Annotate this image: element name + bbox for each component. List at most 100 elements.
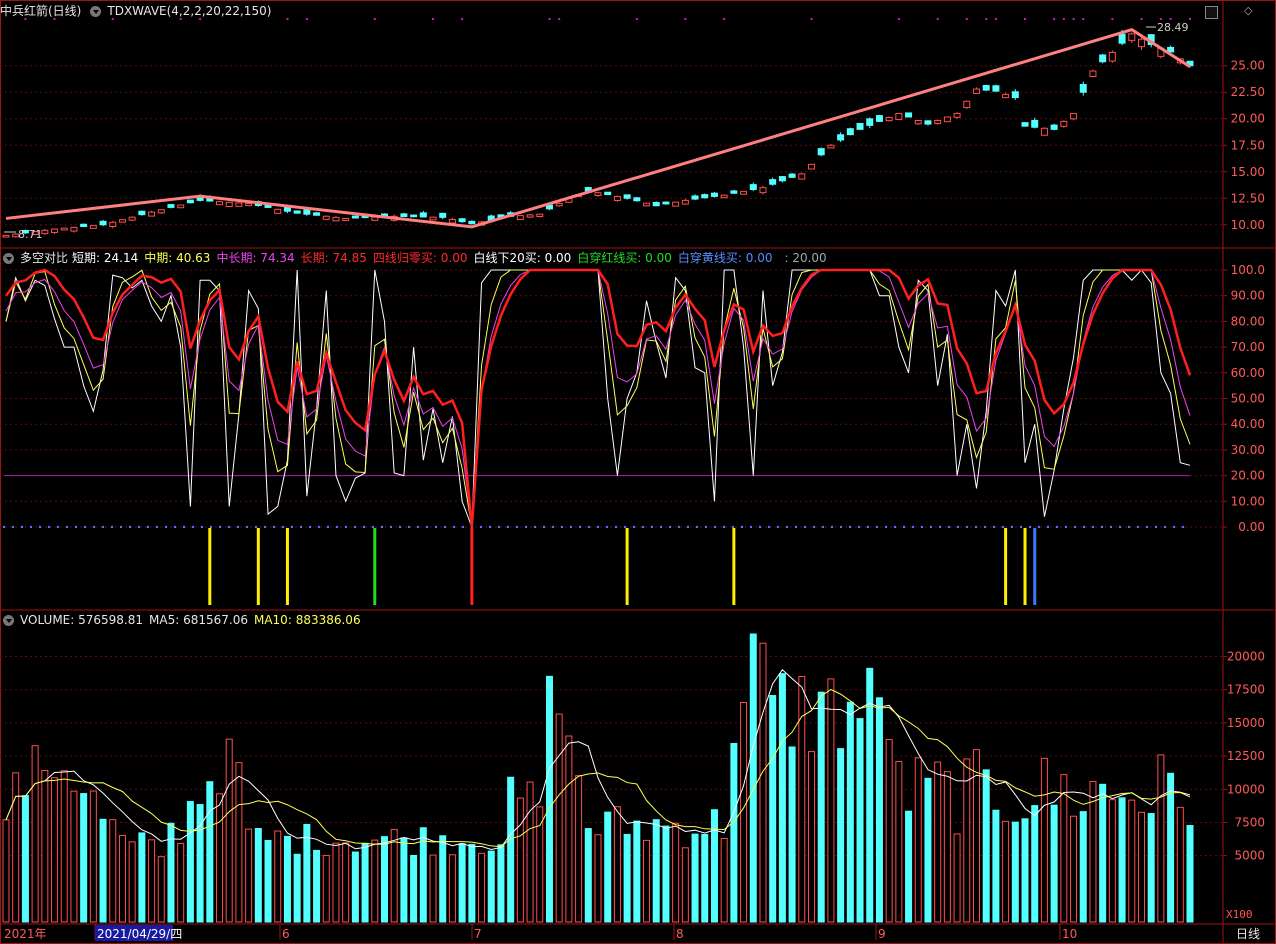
candle-body-101 [982, 85, 990, 91]
zero-dot [1037, 525, 1041, 529]
event-dot-92 [897, 18, 900, 20]
volume-bar-99 [963, 758, 971, 923]
candle-body-18 [177, 204, 185, 209]
zero-dot [1127, 525, 1131, 529]
indicator-name[interactable]: TDXWAVE(4,2,2,20,22,150) [107, 4, 272, 18]
zero-dot [929, 525, 933, 529]
event-dot-57 [558, 18, 561, 20]
osc-title[interactable]: 多空对比 [20, 251, 69, 265]
zero-dot [20, 525, 24, 529]
volume-bar-82 [798, 676, 806, 923]
zero-dot [434, 525, 438, 529]
price-tick-label-3: 17.50 [1231, 138, 1265, 152]
volume-bar-112 [1089, 780, 1097, 923]
xaxis-label-3: 7 [474, 927, 482, 941]
volume-bar-39 [380, 836, 388, 923]
volume-bar-75 [730, 742, 738, 923]
candle-body-19 [186, 199, 194, 204]
candle-body-92 [895, 112, 903, 120]
panel-close-icon[interactable] [1205, 6, 1218, 19]
event-dot-117 [1140, 18, 1143, 20]
vol-tick-label-1: 17500 [1227, 683, 1265, 697]
vol-tick-label-3: 12500 [1227, 749, 1265, 763]
zero-dot [1001, 525, 1005, 529]
zero-dot [956, 525, 960, 529]
low-price-label: 8.71 [18, 228, 43, 241]
candle-body-16 [157, 209, 165, 214]
event-dot-108 [1053, 18, 1056, 20]
diamond-icon[interactable]: ◇ [1244, 4, 1253, 17]
zero-dot [650, 525, 654, 529]
zero-dot [371, 525, 375, 529]
ma5-value: 681567.06 [183, 613, 248, 627]
osc-tick-label-6: 40.00 [1231, 417, 1265, 431]
osc-label-4: 四线归零买: 0.00 [372, 251, 468, 265]
volume-bar-74 [720, 837, 728, 923]
volume-bar-101 [982, 769, 990, 923]
candle-body-7 [70, 226, 78, 232]
long-line [4, 268, 1192, 528]
volume-bar-38 [371, 839, 379, 923]
ma10-line [5, 688, 1191, 848]
volume-bar-100 [972, 749, 980, 923]
candle-body-9 [89, 225, 97, 229]
event-dot-120 [1169, 18, 1172, 20]
zero-dot [884, 525, 888, 529]
osc-labels: 短期: 24.14 中期: 40.63 中长期: 74.34 长期: 74.85 四线归… [72, 251, 778, 265]
volume-bar-30 [293, 853, 301, 923]
volume-bar-116 [1128, 799, 1136, 923]
vol-title[interactable]: VOLUME [20, 613, 71, 627]
zero-dot [785, 525, 789, 529]
candle-body-115 [1118, 33, 1126, 44]
zero-dot [533, 525, 537, 529]
vol-tick-label-4: 10000 [1227, 782, 1265, 796]
event-dot-18 [179, 18, 182, 20]
price-tick-label-4: 15.00 [1231, 165, 1265, 179]
zero-dot [497, 525, 501, 529]
ma5-line [5, 669, 1191, 850]
zero-dot [452, 525, 456, 529]
candle-body-88 [856, 122, 864, 130]
event-dot-5 [53, 18, 56, 20]
zero-dot [821, 525, 825, 529]
candle-body-111 [1079, 83, 1087, 93]
candle-body-43 [419, 212, 427, 218]
zero-dot [1136, 525, 1140, 529]
zero-dot [83, 525, 87, 529]
zero-dot [92, 525, 96, 529]
volume-bar-119 [1157, 754, 1165, 923]
zero-dot [344, 525, 348, 529]
volume-bar-27 [264, 839, 272, 923]
zero-dot [794, 525, 798, 529]
candle-body-85 [827, 144, 835, 149]
zero-dot [947, 525, 951, 529]
vol-tick-label-2: 15000 [1227, 716, 1265, 730]
candle-body-66 [643, 202, 651, 207]
osc-tick-label-2: 80.00 [1231, 314, 1265, 328]
zero-dot [317, 525, 321, 529]
event-dot-119 [1159, 18, 1162, 20]
candle-body-120 [1167, 46, 1175, 53]
event-dot-122 [1189, 18, 1191, 20]
candle-body-6 [60, 227, 68, 231]
xaxis-label-1: 2021/04/29/四 [97, 927, 182, 941]
candle-body-79 [769, 179, 777, 185]
candle-body-35 [342, 217, 350, 221]
volume-bar-77 [749, 633, 757, 923]
volume-bar-71 [691, 833, 699, 923]
volume-bar-16 [157, 856, 165, 923]
volume-bar-105 [1021, 818, 1029, 923]
volume-bar-67 [652, 819, 660, 923]
candle-body-94 [914, 120, 922, 125]
candle-body-22 [216, 201, 224, 206]
candle-body-83 [808, 163, 816, 170]
candle-body-76 [740, 190, 748, 195]
volume-bar-85 [827, 678, 835, 923]
stock-title[interactable]: 中兵红箭(日线) [0, 4, 82, 18]
period-label[interactable]: 日线 [1236, 927, 1261, 941]
volume-bar-52 [507, 776, 515, 923]
vol-dropdown-icon[interactable] [3, 615, 14, 626]
candle-body-3 [31, 231, 39, 235]
indicator-dropdown-icon[interactable] [90, 6, 102, 17]
osc-dropdown-icon[interactable] [3, 253, 14, 264]
